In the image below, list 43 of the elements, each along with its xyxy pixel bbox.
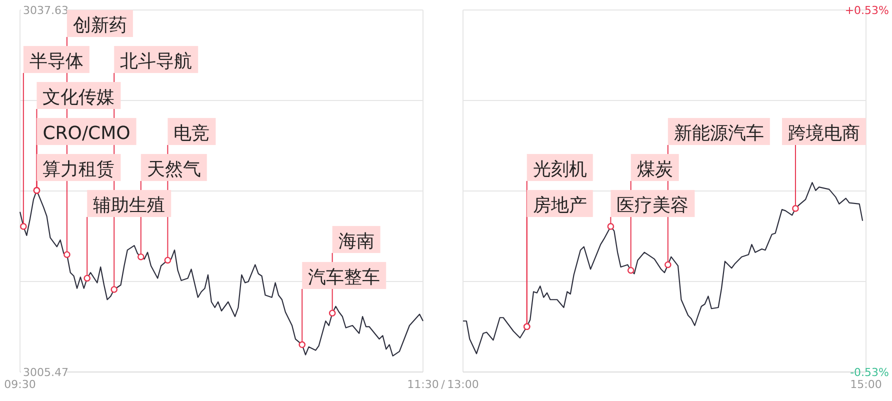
annotation-label: 文化传媒 (36, 82, 121, 109)
annotation: 汽车整车 (308, 267, 380, 288)
annotation-label: 跨境电商 (782, 118, 866, 145)
annotation-label: 半导体 (23, 46, 90, 73)
y-tick-label: 3037.63 (23, 4, 68, 17)
annotation: 文化传媒 (42, 87, 115, 108)
annotation-label: 天然气 (140, 154, 207, 181)
annotation-label: 海南 (332, 226, 380, 253)
x-tick-label: 09:30 (4, 378, 36, 391)
annotation: 北斗导航 (120, 51, 192, 72)
annotation-label: 创新药 (66, 10, 133, 37)
text: / (441, 378, 446, 391)
annotation: CRO/CMO (42, 123, 130, 144)
annotation-label: 光刻机 (526, 154, 593, 181)
x-tick-label: 15:00 (850, 378, 882, 391)
annotation: 创新药 (72, 15, 127, 36)
annotation: 半导体 (29, 51, 84, 72)
y2-tick-label: +0.53% (844, 4, 889, 17)
annotation: 新能源汽车 (674, 123, 764, 144)
annotation: 算力租赁 (42, 159, 115, 180)
annotation: 跨境电商 (788, 123, 860, 144)
annotation-label: CRO/CMO (36, 118, 136, 145)
annotation: 海南 (338, 231, 374, 252)
annotation-label: 汽车整车 (302, 262, 386, 289)
annotation-label: 电竞 (168, 118, 216, 145)
annotation: 天然气 (146, 159, 201, 180)
annotation-label: 房地产 (526, 190, 593, 217)
annotation-label: 煤炭 (630, 154, 679, 181)
annotation-label: 新能源汽车 (668, 118, 770, 145)
annotation-label: 算力租赁 (36, 154, 121, 181)
annotation-label: 医疗美容 (610, 190, 695, 217)
annotation: 医疗美容 (616, 195, 689, 216)
x-tick-label: 11:30 (407, 378, 439, 391)
annotation: 电竞 (174, 123, 210, 144)
annotation-label: 辅助生殖 (87, 190, 172, 217)
annotation-label: 北斗导航 (114, 46, 198, 73)
annotation: 煤炭 (636, 159, 673, 180)
x-tick-label: 13:00 (447, 378, 479, 391)
y-tick-label: 3005.47 (23, 366, 68, 379)
annotation: 辅助生殖 (93, 195, 166, 216)
annotation: 光刻机 (532, 159, 587, 180)
y2-tick-label: -0.53% (850, 366, 889, 379)
annotation: 房地产 (532, 195, 587, 216)
